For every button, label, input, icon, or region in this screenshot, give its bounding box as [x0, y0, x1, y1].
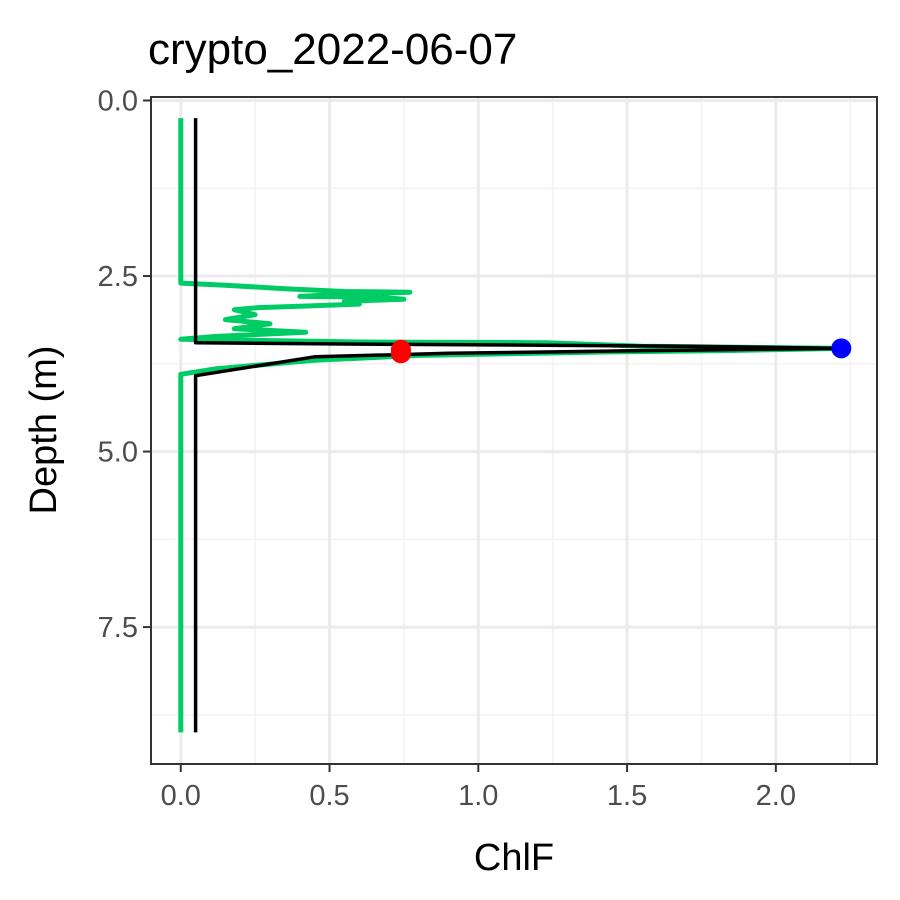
y-axis-title: Depth (m): [23, 346, 65, 515]
x-tick-label: 1.0: [458, 780, 498, 812]
x-tick-label: 0.5: [309, 780, 349, 812]
series-layer: [178, 118, 844, 733]
y-axis: 0.0 2.5 5.0 7.5: [98, 86, 151, 644]
series-line-2: [193, 118, 844, 733]
x-axis: 0.0 0.5 1.0 1.5 2.0: [161, 764, 796, 812]
marker-layer: [390, 338, 852, 364]
x-tick-label: 2.0: [756, 780, 796, 812]
y-tick-label: 0.0: [98, 86, 138, 118]
y-tick-label: 7.5: [98, 612, 138, 644]
y-tick-label: 2.5: [98, 261, 138, 293]
chart-title: crypto_2022-06-07: [148, 25, 517, 74]
plot-panel: [151, 97, 877, 764]
point-marker-3: [390, 343, 411, 364]
y-tick-label: 5.0: [98, 437, 138, 469]
plot-border: [150, 96, 878, 765]
x-tick-label: 1.5: [607, 780, 647, 812]
x-axis-title: ChlF: [474, 837, 554, 879]
point-marker-1: [831, 338, 852, 359]
x-tick-label: 0.0: [161, 780, 201, 812]
